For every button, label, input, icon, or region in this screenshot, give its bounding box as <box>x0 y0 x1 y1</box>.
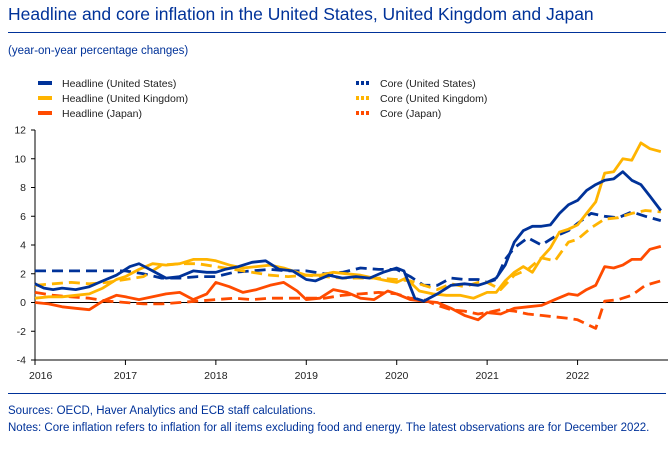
y-tick-label: 6 <box>20 211 26 223</box>
x-tick-label: 2020 <box>385 370 409 382</box>
x-tick-label: 2019 <box>295 370 319 382</box>
y-tick-label: 12 <box>14 125 26 137</box>
y-tick-label: 2 <box>20 268 26 280</box>
legend-label: Core (Japan) <box>380 108 442 120</box>
series-line-core-united-kingdom <box>34 209 661 291</box>
legend-label: Core (United Kingdom) <box>380 93 488 105</box>
series-line-headline-united-states <box>34 170 662 303</box>
chart-footer: Sources: OECD, Haver Analytics and ECB s… <box>8 403 663 437</box>
series-line-core-united-states <box>35 210 662 287</box>
y-tick-label: -2 <box>17 326 26 338</box>
chart-legend: Headline (United States) Headline (Unite… <box>38 78 558 122</box>
legend-swatch-dashed <box>356 111 370 115</box>
legend-swatch-dashed <box>356 96 370 100</box>
x-tick-label: 2022 <box>566 370 590 382</box>
chart-title: Headline and core inflation in the Unite… <box>8 4 594 24</box>
x-tick-label: 2016 <box>29 370 53 382</box>
x-tick-label: 2017 <box>114 370 138 382</box>
x-tick-label: 2018 <box>204 370 228 382</box>
y-tick-label: 4 <box>20 240 26 252</box>
legend-swatch-solid <box>38 81 52 85</box>
series-line-core-japan <box>34 279 662 330</box>
sources-note: Sources: OECD, Haver Analytics and ECB s… <box>8 405 316 417</box>
x-tick-label: 2021 <box>475 370 499 382</box>
legend-label: Headline (United States) <box>62 78 177 90</box>
y-tick-label: -4 <box>17 355 26 367</box>
chart-subtitle: (year-on-year percentage changes) <box>8 45 189 57</box>
series-line-headline-japan <box>34 245 662 322</box>
y-tick-label: 10 <box>14 153 26 165</box>
legend-swatch-solid <box>38 96 52 100</box>
footer-rule <box>8 393 666 394</box>
series-line-headline-united-kingdom <box>34 141 662 300</box>
chart-series-lines <box>34 141 662 330</box>
legend-label: Core (United States) <box>380 78 476 90</box>
legend-swatch-solid <box>38 111 52 115</box>
legend-label: Headline (United Kingdom) <box>62 93 189 105</box>
chart-axes: -4 -2 0 2 4 6 8 10 12 2016 2017 2018 2019 2020 2021 202… <box>14 125 668 382</box>
legend-label: Headline (Japan) <box>62 108 142 120</box>
notes-text: Notes: Core inflation refers to inflatio… <box>8 422 650 434</box>
y-tick-label: 0 <box>20 297 26 309</box>
title-rule <box>8 32 666 33</box>
legend-swatch-dashed <box>356 81 370 85</box>
y-tick-label: 8 <box>20 182 26 194</box>
